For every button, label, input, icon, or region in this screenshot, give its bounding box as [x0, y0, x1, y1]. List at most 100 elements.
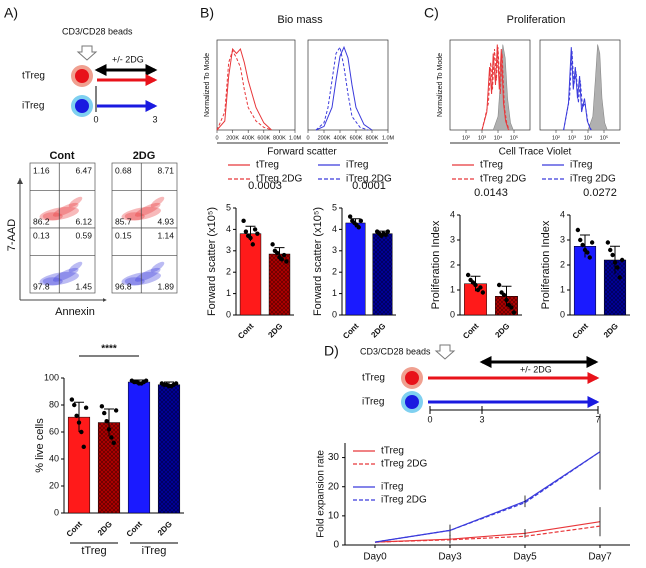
- y-tick-label: 100: [44, 372, 59, 382]
- x-tick-label: Day7: [588, 552, 612, 563]
- series-line: [374, 451, 601, 543]
- x-tick-label: Cont: [341, 321, 360, 340]
- data-point: [83, 405, 89, 410]
- x-tick-label: Cont: [236, 321, 255, 340]
- legend-label: tTreg 2DG: [256, 174, 303, 185]
- p-value: 0.0003: [248, 180, 282, 192]
- y-tick-label: 2: [226, 267, 231, 277]
- data-point: [619, 257, 625, 263]
- legend-label: iTreg: [570, 160, 592, 171]
- y-tick-label: 1: [560, 284, 565, 294]
- bar: [239, 233, 262, 316]
- day-label: 7: [595, 414, 600, 424]
- x-tick-label: 800K: [273, 135, 286, 141]
- histogram-curve: [481, 47, 510, 131]
- x-tick-label: 2DG: [156, 520, 174, 538]
- data-point: [589, 240, 595, 245]
- x-tick-label: 600K: [257, 135, 270, 141]
- panel-title: Proliferation: [507, 14, 566, 26]
- day-label: 3: [152, 114, 157, 124]
- quadrant-value: 0.68: [115, 165, 132, 175]
- data-point: [143, 378, 149, 383]
- panel-label: D): [324, 343, 339, 359]
- x-tick-label: 600K: [350, 135, 363, 141]
- y-tick-label: 0: [450, 309, 455, 319]
- y-tick-label: 2: [332, 267, 337, 277]
- y-axis-label: Fold expansion rate: [316, 450, 327, 538]
- cell-icon: [75, 99, 89, 113]
- y-tick-label: 0: [333, 540, 339, 551]
- histogram-curve: [216, 49, 272, 131]
- y-axis-label: Proliferation Index: [430, 220, 442, 309]
- cell-cloud: [124, 212, 145, 221]
- day-label: 0: [93, 114, 98, 124]
- x-tick-label: Cont: [65, 519, 84, 538]
- bar: [127, 381, 151, 514]
- x-tick-label: Cont: [571, 321, 590, 340]
- y-tick-label: 30: [328, 452, 340, 463]
- data-point: [612, 260, 618, 265]
- row-label: tTreg: [22, 71, 45, 82]
- cell-icon: [405, 371, 419, 385]
- y-tick-label: 4: [332, 224, 337, 234]
- x-tick-label: Day0: [363, 552, 387, 563]
- y-tick-label: 4: [560, 209, 565, 219]
- data-point: [578, 237, 583, 243]
- bar-hatch: [604, 260, 626, 315]
- x-tick-label: 2DG: [369, 322, 387, 340]
- x-tick-label: Cont: [461, 321, 480, 340]
- y-tick-label: 3: [560, 234, 565, 244]
- data-point: [243, 229, 249, 234]
- cell-icon: [405, 395, 419, 409]
- y-tick-label: 2: [450, 259, 455, 269]
- flow-xlabel: Annexin: [55, 306, 95, 318]
- panel-label: A): [4, 5, 18, 21]
- panel-title: Bio mass: [277, 14, 323, 26]
- quadrant-value: 1.16: [33, 165, 50, 175]
- y-tick-label: 20: [328, 481, 340, 492]
- y-tick-label: 5: [226, 202, 231, 212]
- significance: ****: [101, 344, 117, 355]
- y-tick-label: 20: [49, 480, 59, 490]
- data-point: [511, 310, 517, 315]
- flow-frame: [111, 162, 178, 229]
- flow-frame: [111, 227, 178, 294]
- histogram-curve: [587, 44, 608, 131]
- data-point: [69, 397, 75, 402]
- panel-label: B): [200, 5, 214, 21]
- data-point: [76, 420, 82, 425]
- x-tick-label: 10²: [462, 135, 470, 141]
- row-label: iTreg: [362, 397, 384, 408]
- legend-label: tTreg 2DG: [381, 459, 428, 470]
- x-tick-label: Day5: [513, 552, 537, 563]
- quadrant-value: 8.71: [157, 165, 174, 175]
- legend-label: tTreg: [480, 160, 503, 171]
- x-tick-label: 10³: [568, 135, 576, 141]
- error-bar: [610, 245, 620, 274]
- data-point: [585, 250, 590, 255]
- data-point: [608, 247, 613, 253]
- row-label: iTreg: [22, 101, 44, 112]
- x-tick-label: 200K: [226, 135, 239, 141]
- data-point: [284, 259, 289, 264]
- data-point: [496, 282, 502, 288]
- x-tick-label: 400K: [242, 135, 255, 141]
- x-tick-label: 0: [306, 135, 309, 141]
- y-axis-label: Normalized To Mode: [437, 53, 444, 117]
- data-point: [173, 381, 179, 386]
- data-point: [580, 242, 585, 248]
- treatment-label: +/- 2DG: [520, 364, 552, 374]
- legend-label: iTreg 2DG: [570, 174, 616, 185]
- quadrant-value: 0.15: [115, 230, 132, 240]
- data-point: [347, 214, 353, 219]
- day-label: 3: [479, 414, 484, 424]
- data-point: [275, 250, 280, 256]
- x-tick-label: 2DG: [493, 322, 511, 340]
- data-point: [106, 427, 112, 432]
- data-point: [241, 218, 246, 224]
- flow-ylabel: 7-AAD: [6, 219, 18, 251]
- data-point: [383, 232, 388, 237]
- quadrant-value: 1.45: [75, 281, 92, 291]
- x-tick-label: 1.0M: [289, 135, 302, 141]
- p-value: 0.0272: [583, 187, 617, 199]
